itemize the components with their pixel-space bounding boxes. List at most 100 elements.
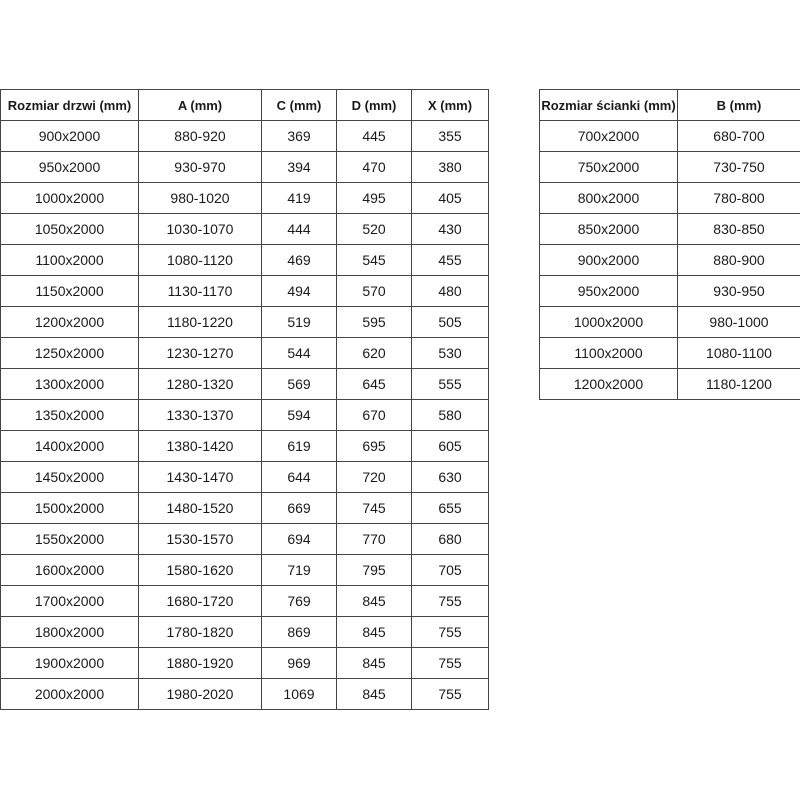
table-cell: 1500x2000: [0, 492, 139, 524]
table-row: 1000x2000 980-1020 419 495 405: [0, 182, 489, 214]
table-cell: 1700x2000: [0, 585, 139, 617]
table-cell: 1069: [261, 678, 337, 710]
table-cell: 444: [261, 213, 337, 245]
table-cell: 655: [411, 492, 489, 524]
table-cell: 1330-1370: [138, 399, 262, 431]
door-sizes-table: Rozmiar drzwi (mm) A (mm) C (mm) D (mm) X (m…: [0, 89, 489, 710]
table-cell: 950x2000: [0, 151, 139, 183]
column-header: C (mm): [261, 89, 337, 121]
table-cell: 545: [336, 244, 412, 276]
table-cell: 645: [336, 368, 412, 400]
table-row: 1200x2000 1180-1220 519 595 505: [0, 306, 489, 338]
table-cell: 930-970: [138, 151, 262, 183]
table-cell: 1530-1570: [138, 523, 262, 555]
table-cell: 480: [411, 275, 489, 307]
table-cell: 520: [336, 213, 412, 245]
table-cell: 900x2000: [0, 120, 139, 152]
table-row: 700x2000 680-700: [539, 120, 800, 152]
table-cell: 900x2000: [539, 244, 678, 276]
table-cell: 705: [411, 554, 489, 586]
table-cell: 1280-1320: [138, 368, 262, 400]
table-cell: 1880-1920: [138, 647, 262, 679]
table-cell: 1800x2000: [0, 616, 139, 648]
table-cell: 1080-1120: [138, 244, 262, 276]
table-cell: 730-750: [677, 151, 800, 183]
table-row: 2000x2000 1980-2020 1069 845 755: [0, 678, 489, 710]
table-cell: 755: [411, 585, 489, 617]
table-cell: 430: [411, 213, 489, 245]
table-cell: 1350x2000: [0, 399, 139, 431]
table-row: 1300x2000 1280-1320 569 645 555: [0, 368, 489, 400]
table-cell: 1600x2000: [0, 554, 139, 586]
table-cell: 980-1000: [677, 306, 800, 338]
table-cell: 495: [336, 182, 412, 214]
table-cell: 750x2000: [539, 151, 678, 183]
table-cell: 950x2000: [539, 275, 678, 307]
table-row: 900x2000 880-900: [539, 244, 800, 276]
header-row: Rozmiar drzwi (mm) A (mm) C (mm) D (mm) X (m…: [0, 89, 489, 121]
table-cell: 644: [261, 461, 337, 493]
table-cell: 1030-1070: [138, 213, 262, 245]
table-row: 1100x2000 1080-1120 469 545 455: [0, 244, 489, 276]
table-cell: 519: [261, 306, 337, 338]
table-cell: 770: [336, 523, 412, 555]
column-header: B (mm): [677, 89, 800, 121]
table-row: 1150x2000 1130-1170 494 570 480: [0, 275, 489, 307]
table-cell: 1080-1100: [677, 337, 800, 369]
table-cell: 455: [411, 244, 489, 276]
table-cell: 494: [261, 275, 337, 307]
table-row: 1900x2000 1880-1920 969 845 755: [0, 647, 489, 679]
table-cell: 700x2000: [539, 120, 678, 152]
table-cell: 380: [411, 151, 489, 183]
table-row: 1200x2000 1180-1200: [539, 368, 800, 400]
table-cell: 930-950: [677, 275, 800, 307]
table-cell: 570: [336, 275, 412, 307]
table-cell: 1150x2000: [0, 275, 139, 307]
table-cell: 769: [261, 585, 337, 617]
table-cell: 1130-1170: [138, 275, 262, 307]
table-cell: 1400x2000: [0, 430, 139, 462]
table-cell: 1780-1820: [138, 616, 262, 648]
table-row: 950x2000 930-970 394 470 380: [0, 151, 489, 183]
table-row: 950x2000 930-950: [539, 275, 800, 307]
table-cell: 880-920: [138, 120, 262, 152]
table-row: 850x2000 830-850: [539, 213, 800, 245]
table-cell: 1180-1200: [677, 368, 800, 400]
table-cell: 1580-1620: [138, 554, 262, 586]
table-cell: 470: [336, 151, 412, 183]
table-cell: 670: [336, 399, 412, 431]
table-cell: 680-700: [677, 120, 800, 152]
table-cell: 1430-1470: [138, 461, 262, 493]
table-cell: 1000x2000: [539, 306, 678, 338]
table-cell: 1180-1220: [138, 306, 262, 338]
table-cell: 1680-1720: [138, 585, 262, 617]
table-cell: 845: [336, 647, 412, 679]
wall-sizes-table: Rozmiar ścianki (mm) B (mm) 700x2000 680-7…: [539, 89, 800, 400]
table-cell: 594: [261, 399, 337, 431]
table-row: 1450x2000 1430-1470 644 720 630: [0, 461, 489, 493]
header-row: Rozmiar ścianki (mm) B (mm): [539, 89, 800, 121]
table-cell: 845: [336, 616, 412, 648]
table-row: 1050x2000 1030-1070 444 520 430: [0, 213, 489, 245]
table-cell: 850x2000: [539, 213, 678, 245]
table-cell: 969: [261, 647, 337, 679]
table-row: 750x2000 730-750: [539, 151, 800, 183]
table-cell: 755: [411, 678, 489, 710]
table-cell: 469: [261, 244, 337, 276]
table-cell: 445: [336, 120, 412, 152]
column-header: Rozmiar ścianki (mm): [539, 89, 678, 121]
table-cell: 980-1020: [138, 182, 262, 214]
table-cell: 619: [261, 430, 337, 462]
table-cell: 755: [411, 616, 489, 648]
table-cell: 1450x2000: [0, 461, 139, 493]
table-cell: 1000x2000: [0, 182, 139, 214]
table-cell: 369: [261, 120, 337, 152]
table-row: 1400x2000 1380-1420 619 695 605: [0, 430, 489, 462]
table-cell: 620: [336, 337, 412, 369]
table-cell: 780-800: [677, 182, 800, 214]
table-cell: 1550x2000: [0, 523, 139, 555]
table-cell: 1900x2000: [0, 647, 139, 679]
table-cell: 530: [411, 337, 489, 369]
table-cell: 845: [336, 678, 412, 710]
table-cell: 595: [336, 306, 412, 338]
